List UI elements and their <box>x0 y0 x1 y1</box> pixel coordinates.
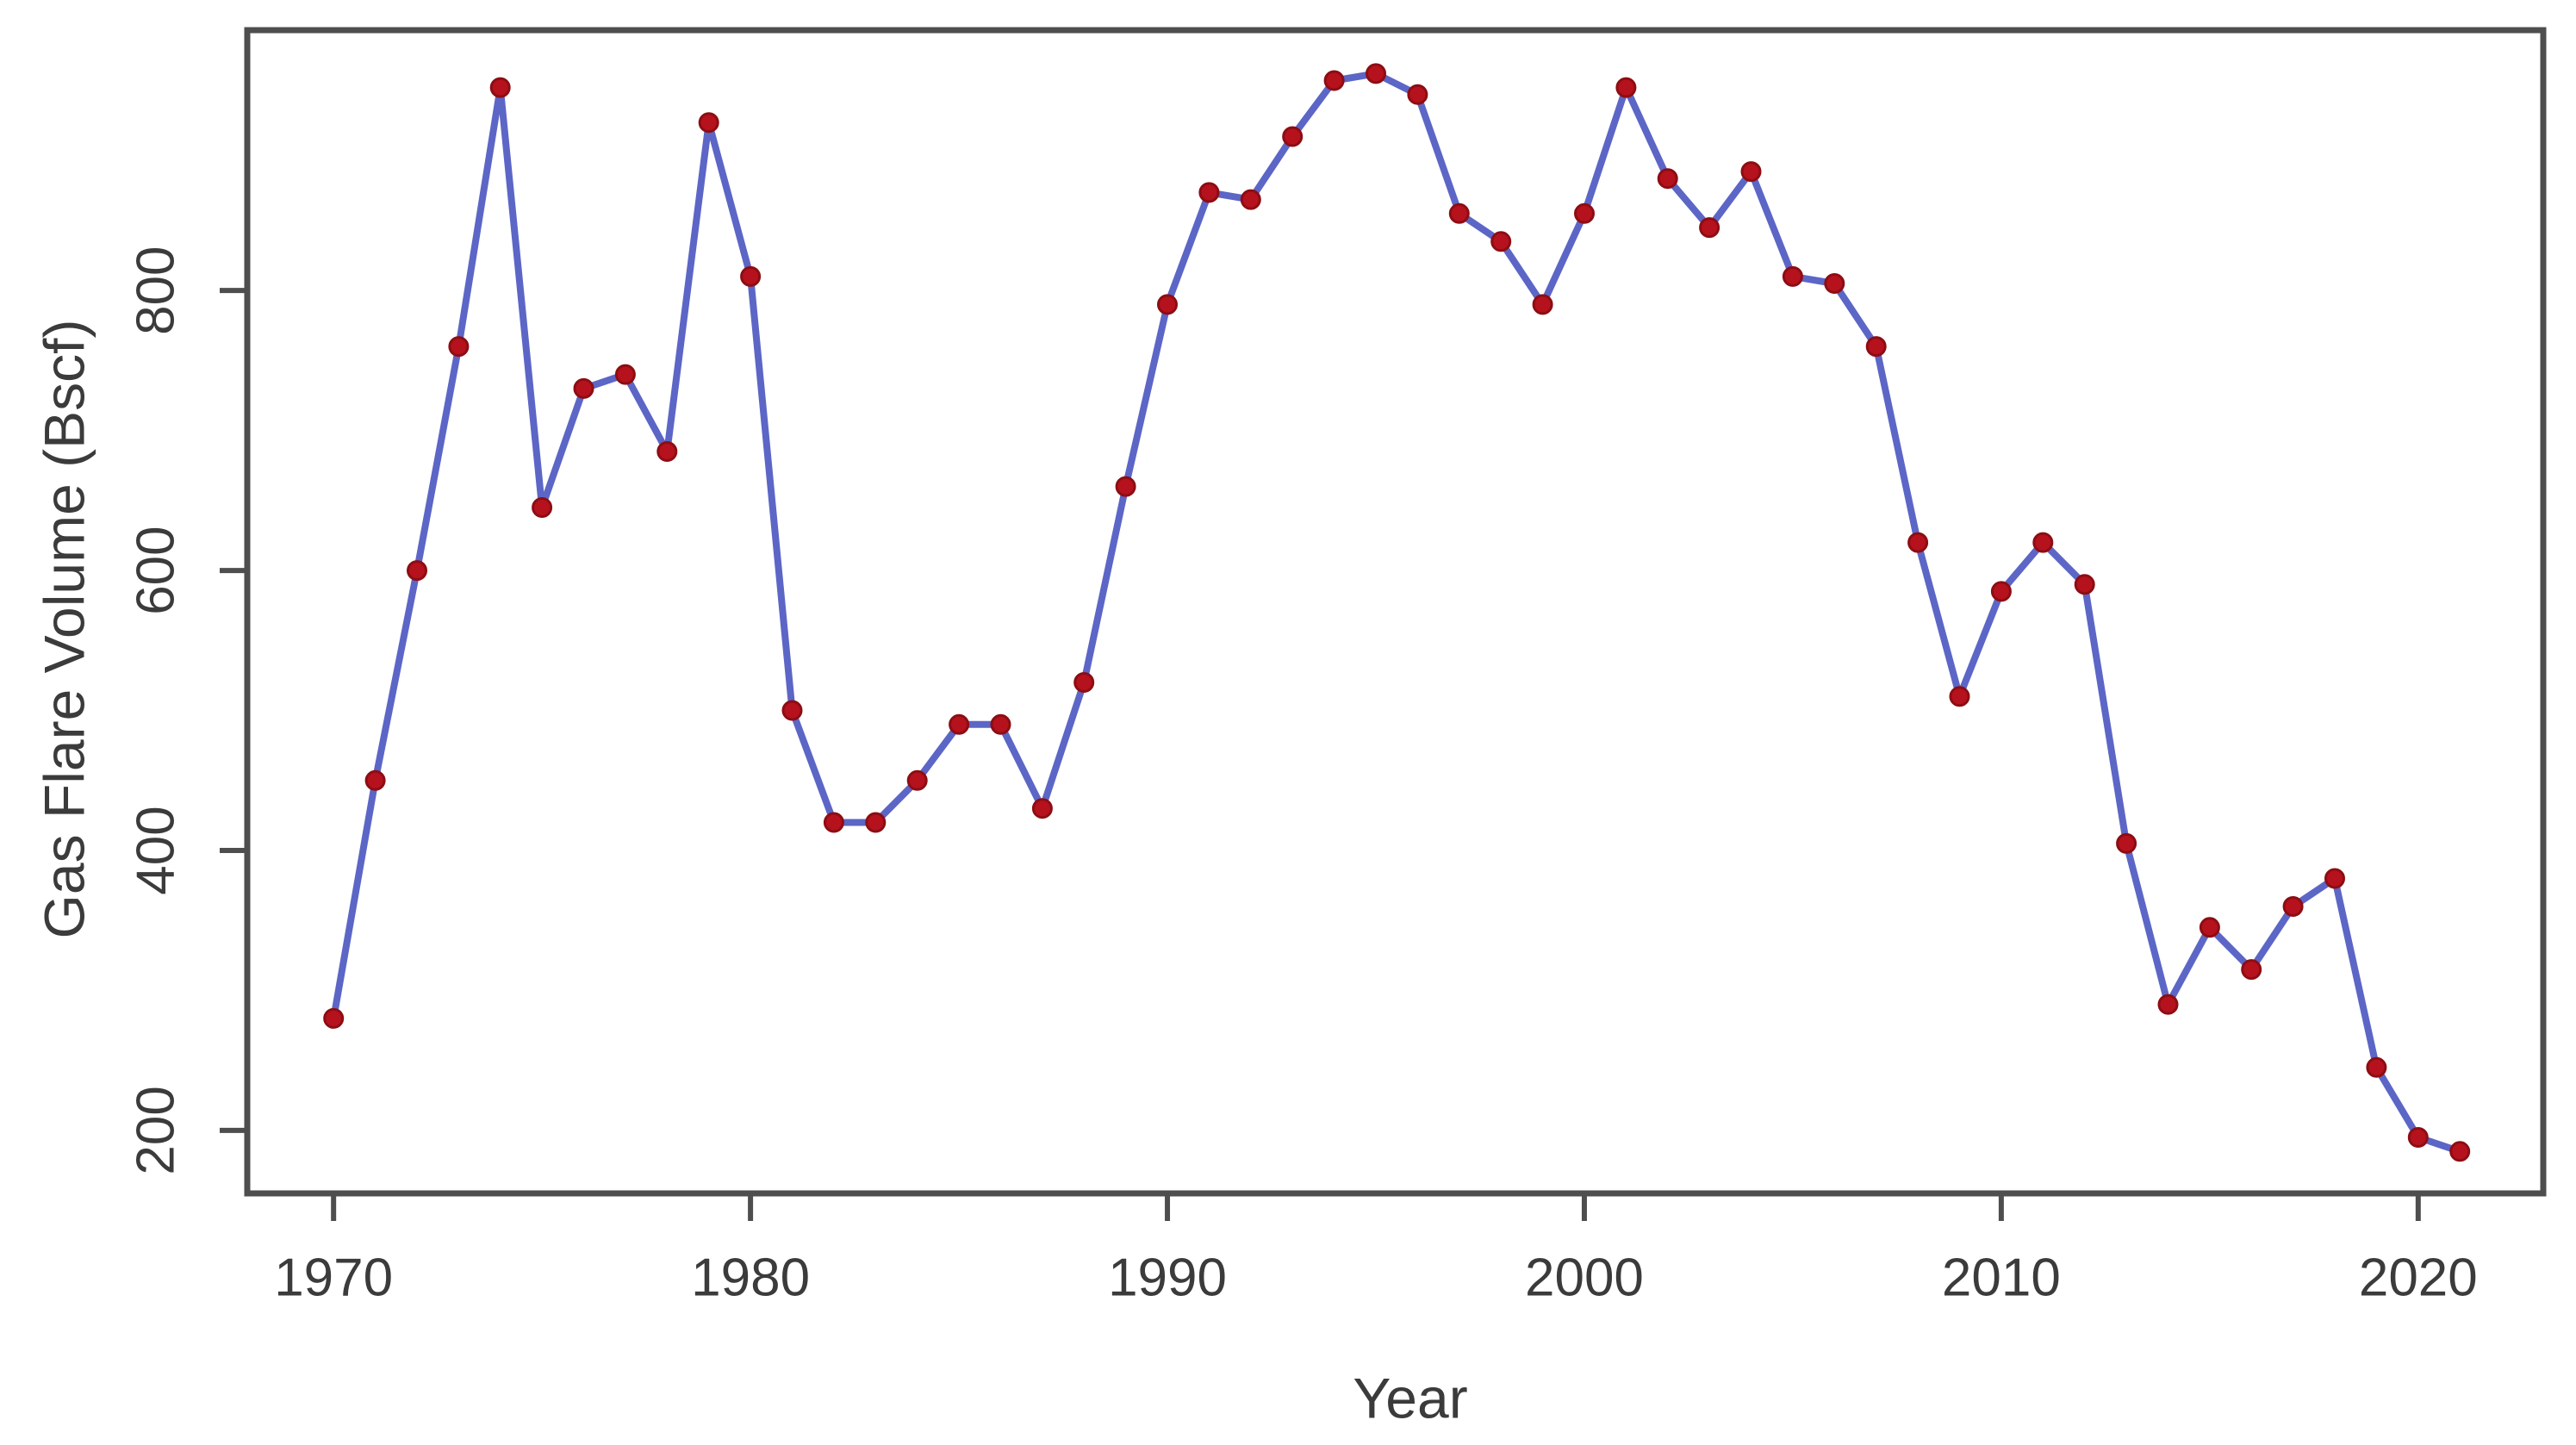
data-point <box>1282 126 1304 147</box>
y-tick-label: 400 <box>126 806 185 894</box>
data-point <box>532 497 553 518</box>
data-point <box>949 713 970 735</box>
data-point <box>906 769 928 791</box>
data-point <box>1366 63 1386 84</box>
data-point <box>2157 993 2179 1015</box>
data-point <box>656 441 678 462</box>
data-point <box>614 364 636 385</box>
data-point <box>1323 70 1345 91</box>
data-point <box>448 336 470 358</box>
data-point <box>573 377 594 399</box>
x-tick-label: 2010 <box>1942 1248 2061 1307</box>
data-point <box>1198 182 1220 203</box>
data-point <box>990 713 1011 735</box>
x-tick-label: 2000 <box>1525 1248 1644 1307</box>
data-point <box>2449 1141 2471 1162</box>
data-point <box>1740 161 1762 183</box>
x-tick-label: 1990 <box>1108 1248 1227 1307</box>
data-point <box>2116 832 2137 854</box>
data-point <box>2282 896 2304 917</box>
data-point <box>323 1007 345 1029</box>
data-point <box>698 112 719 134</box>
data-point <box>1407 84 1428 105</box>
data-point <box>489 77 511 98</box>
data-point <box>2324 868 2345 889</box>
data-point <box>781 700 803 721</box>
x-tick-label: 2020 <box>2359 1248 2478 1307</box>
data-point <box>823 812 844 833</box>
data-point <box>2241 959 2262 981</box>
data-point <box>865 812 887 833</box>
data-point <box>2366 1056 2387 1078</box>
data-point <box>1532 294 1553 315</box>
y-axis-label: Gas Flare Volume (Bscf) <box>32 320 96 939</box>
data-point <box>1990 581 2012 602</box>
data-point <box>2407 1127 2429 1148</box>
data-point <box>1824 273 1845 294</box>
data-point <box>1574 202 1595 224</box>
data-point <box>1073 672 1095 693</box>
plot-frame <box>244 27 2547 1197</box>
data-point <box>407 560 427 582</box>
data-point <box>1490 231 1512 252</box>
data-point <box>1949 686 1970 707</box>
data-point <box>1240 189 1261 210</box>
x-axis-label: Year <box>1353 1366 1467 1429</box>
data-point <box>1448 202 1470 224</box>
data-point <box>364 769 386 791</box>
data-point <box>2199 917 2220 938</box>
series-line <box>330 70 2464 1155</box>
data-point <box>1699 217 1720 239</box>
axis-ticks: 1970 1980 1990 2000 2010 2020 200 400 600 800 <box>126 246 2477 1307</box>
data-point <box>1657 168 1678 190</box>
data-point <box>1115 476 1136 497</box>
data-point <box>1907 532 1929 553</box>
data-point <box>1865 336 1887 358</box>
data-point <box>1031 798 1053 819</box>
data-point <box>1782 265 1803 287</box>
data-point <box>1157 294 1178 315</box>
data-series <box>323 63 2471 1162</box>
data-point <box>2074 574 2095 595</box>
y-tick-label: 600 <box>126 526 185 614</box>
data-point <box>1615 77 1637 98</box>
x-tick-label: 1970 <box>274 1248 393 1307</box>
y-tick-label: 200 <box>126 1086 185 1174</box>
x-tick-label: 1980 <box>691 1248 810 1307</box>
data-point <box>2032 532 2054 553</box>
y-tick-label: 800 <box>126 246 185 334</box>
data-point <box>740 265 762 287</box>
